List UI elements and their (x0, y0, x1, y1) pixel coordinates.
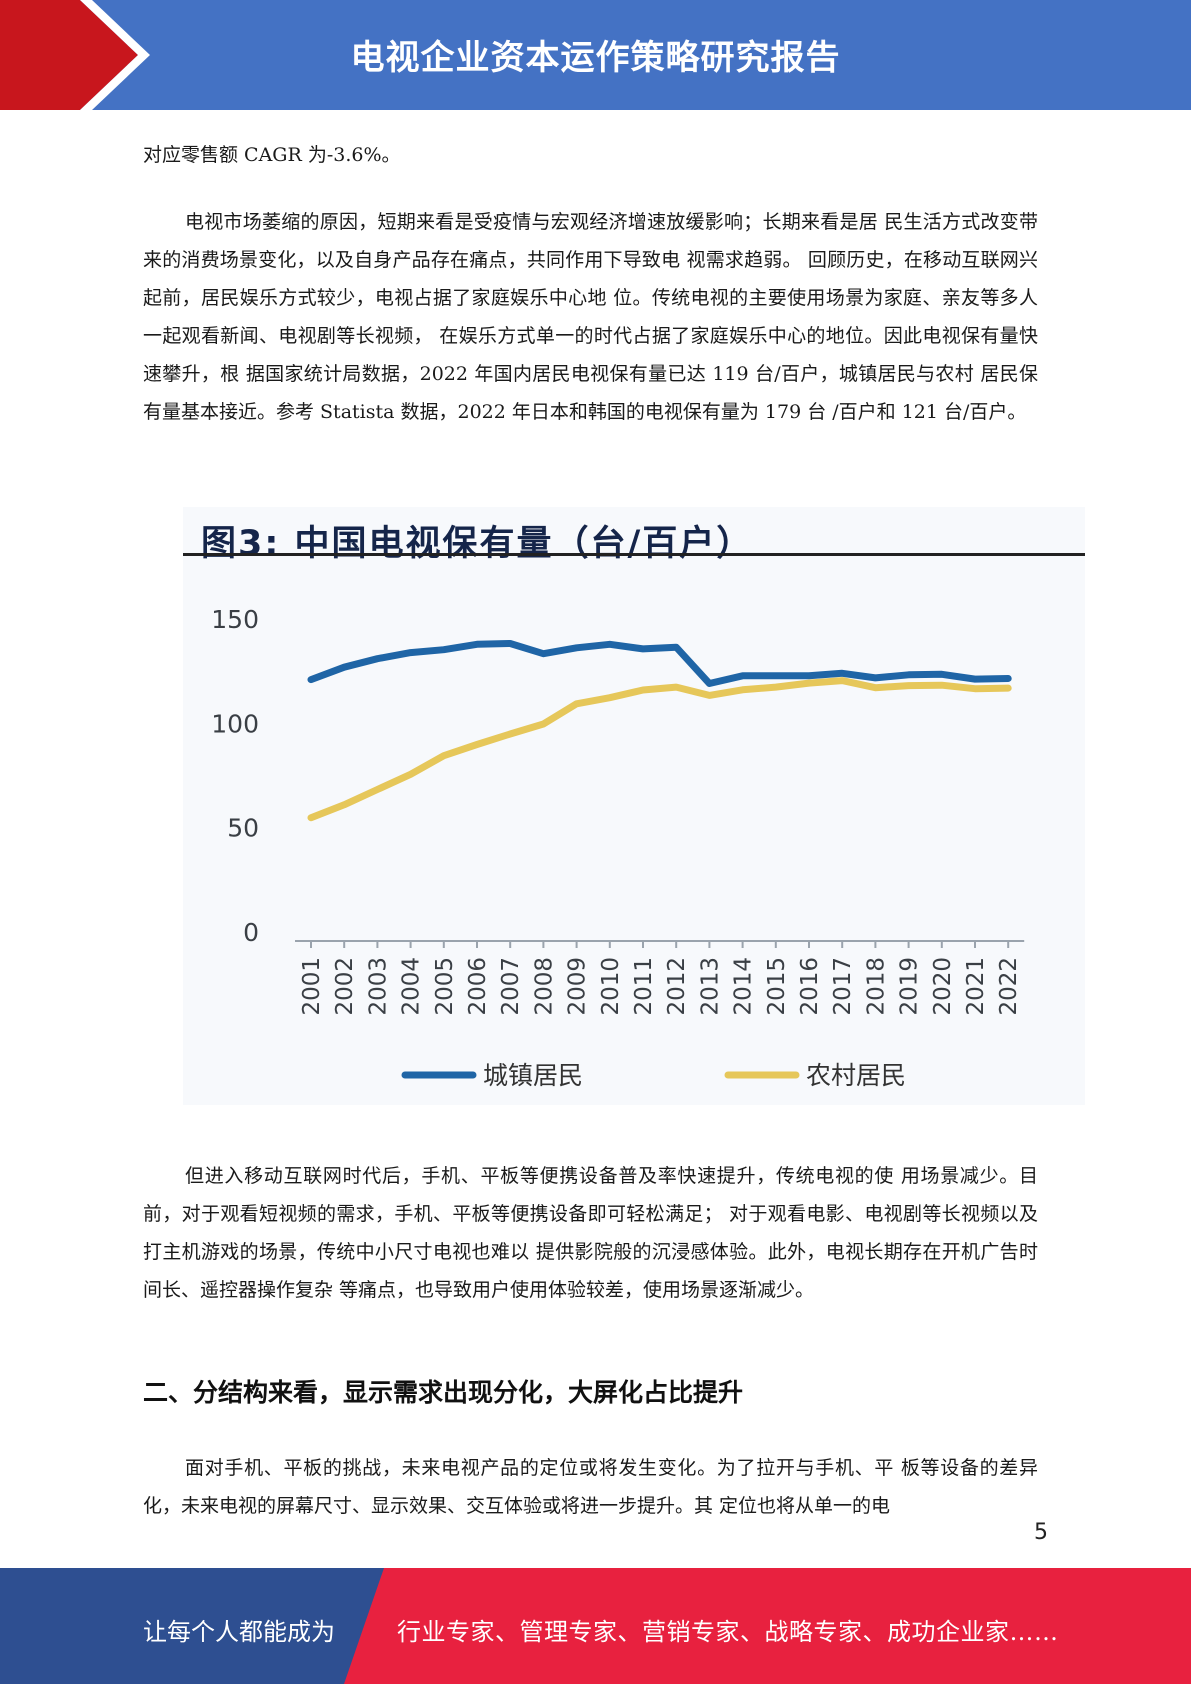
x-tick-label: 2016 (797, 957, 823, 1016)
x-tick-label: 2018 (863, 957, 889, 1016)
data-point (574, 701, 579, 706)
data-point (740, 673, 745, 678)
section-heading: 二、分结构来看，显示需求出现分化，大屏化占比提升 (143, 1378, 744, 1407)
x-tick-label: 2014 (731, 957, 757, 1016)
data-point (508, 732, 513, 737)
y-tick-label: 0 (243, 918, 259, 947)
y-tick-label: 100 (211, 709, 259, 738)
data-point (309, 815, 313, 820)
data-point (1006, 686, 1011, 691)
data-point (375, 656, 380, 661)
x-tick-label: 2012 (664, 957, 690, 1016)
x-tick-label: 2013 (697, 957, 723, 1016)
data-point (773, 685, 778, 690)
data-point (873, 685, 878, 690)
page-footer: 让每个人都能成为 行业专家、管理专家、营销专家、战略专家、成功企业家…… (0, 1568, 1191, 1684)
data-point (873, 675, 878, 680)
x-tick-label: 2005 (432, 957, 458, 1016)
x-tick-label: 2017 (830, 957, 856, 1016)
x-tick-label: 2010 (598, 957, 624, 1016)
paragraph-3: 面对手机、平板的挑战，未来电视产品的定位或将发生变化。为了拉开与手机、平 板等设… (143, 1457, 1038, 1517)
footer-slogan-left: 让每个人都能成为 (143, 1618, 335, 1646)
figure-tv-ownership: 图3: 中国电视保有量（台/百户） 0 50 100 150 2001 2002 2003 2… (183, 507, 1085, 1105)
x-tick-label: 2007 (498, 957, 524, 1016)
data-point (674, 685, 679, 690)
data-point (707, 681, 712, 686)
data-point (973, 686, 977, 691)
series-line-1 (307, 640, 1012, 687)
data-point (641, 687, 645, 692)
data-point (906, 683, 911, 688)
legend-label: 城镇居民 (483, 1061, 583, 1090)
data-point (807, 673, 811, 678)
data-point (840, 678, 845, 683)
y-tick-label: 150 (211, 605, 259, 634)
footer-background (0, 1568, 1191, 1684)
data-point (707, 693, 712, 698)
data-point (939, 683, 944, 688)
footer-slogan-right: 行业专家、管理专家、营销专家、战略专家、成功企业家…… (397, 1618, 1059, 1646)
data-point (906, 672, 911, 677)
x-tick-label: 2008 (531, 957, 557, 1016)
report-title: 电视企业资本运作策略研究报告 (350, 38, 841, 78)
data-point (342, 665, 347, 670)
data-point (441, 753, 446, 758)
page-header: 电视企业资本运作策略研究报告 (0, 0, 1191, 110)
y-tick-label: 50 (227, 814, 259, 843)
data-point (541, 722, 546, 727)
data-point (807, 681, 811, 686)
data-point (973, 677, 977, 682)
data-point (574, 645, 579, 650)
data-point (475, 642, 479, 647)
data-point (541, 651, 546, 656)
data-point (607, 695, 612, 700)
paragraph-top: 对应零售额 CAGR 为-3.6%。 (143, 144, 401, 166)
data-point (441, 647, 446, 652)
paragraph-1: 电视市场萎缩的原因，短期来看是受疫情与宏观经济增速放缓影响；长期来看是居 民生活… (143, 211, 1038, 423)
x-tick-label: 2006 (465, 957, 491, 1016)
data-point (607, 642, 612, 647)
data-point (508, 641, 513, 646)
data-point (840, 671, 845, 676)
paragraph-2: 但进入移动互联网时代后，手机、平板等便携设备普及率快速提升，传统电视的使 用场景… (143, 1165, 1038, 1301)
x-tick-label: 2011 (631, 957, 657, 1016)
x-tick-label: 2019 (897, 957, 923, 1016)
x-tick-label: 2003 (365, 957, 391, 1016)
legend-label: 农村居民 (806, 1061, 906, 1090)
data-point (1006, 676, 1011, 681)
tv-ownership-line-chart: 0 50 100 150 2001 2002 2003 2004 2005 2006 2007 200… (211, 605, 1025, 1090)
data-point (674, 645, 679, 650)
x-tick-label: 2009 (565, 957, 591, 1016)
x-tick-label: 2021 (963, 957, 989, 1016)
data-point (641, 646, 645, 651)
x-tick-label: 2015 (764, 957, 790, 1016)
data-point (342, 802, 347, 807)
header-chevron-icon (0, 0, 150, 110)
data-point (475, 742, 479, 747)
page-number: 5 (1034, 1520, 1048, 1545)
data-point (939, 672, 944, 677)
x-tick-label: 2001 (299, 957, 325, 1016)
data-point (309, 677, 313, 682)
data-point (740, 687, 745, 692)
series-line-2 (307, 677, 1012, 822)
data-point (408, 650, 413, 655)
data-point (375, 787, 380, 792)
data-point (773, 673, 778, 678)
x-tick-label: 2004 (399, 957, 425, 1016)
data-point (408, 772, 413, 777)
x-tick-label: 2022 (996, 957, 1022, 1016)
figure-title: 图3: 中国电视保有量（台/百户） (201, 524, 754, 564)
x-tick-label: 2002 (332, 957, 358, 1016)
x-tick-label: 2020 (930, 957, 956, 1016)
figure-title-rule (183, 553, 1085, 556)
